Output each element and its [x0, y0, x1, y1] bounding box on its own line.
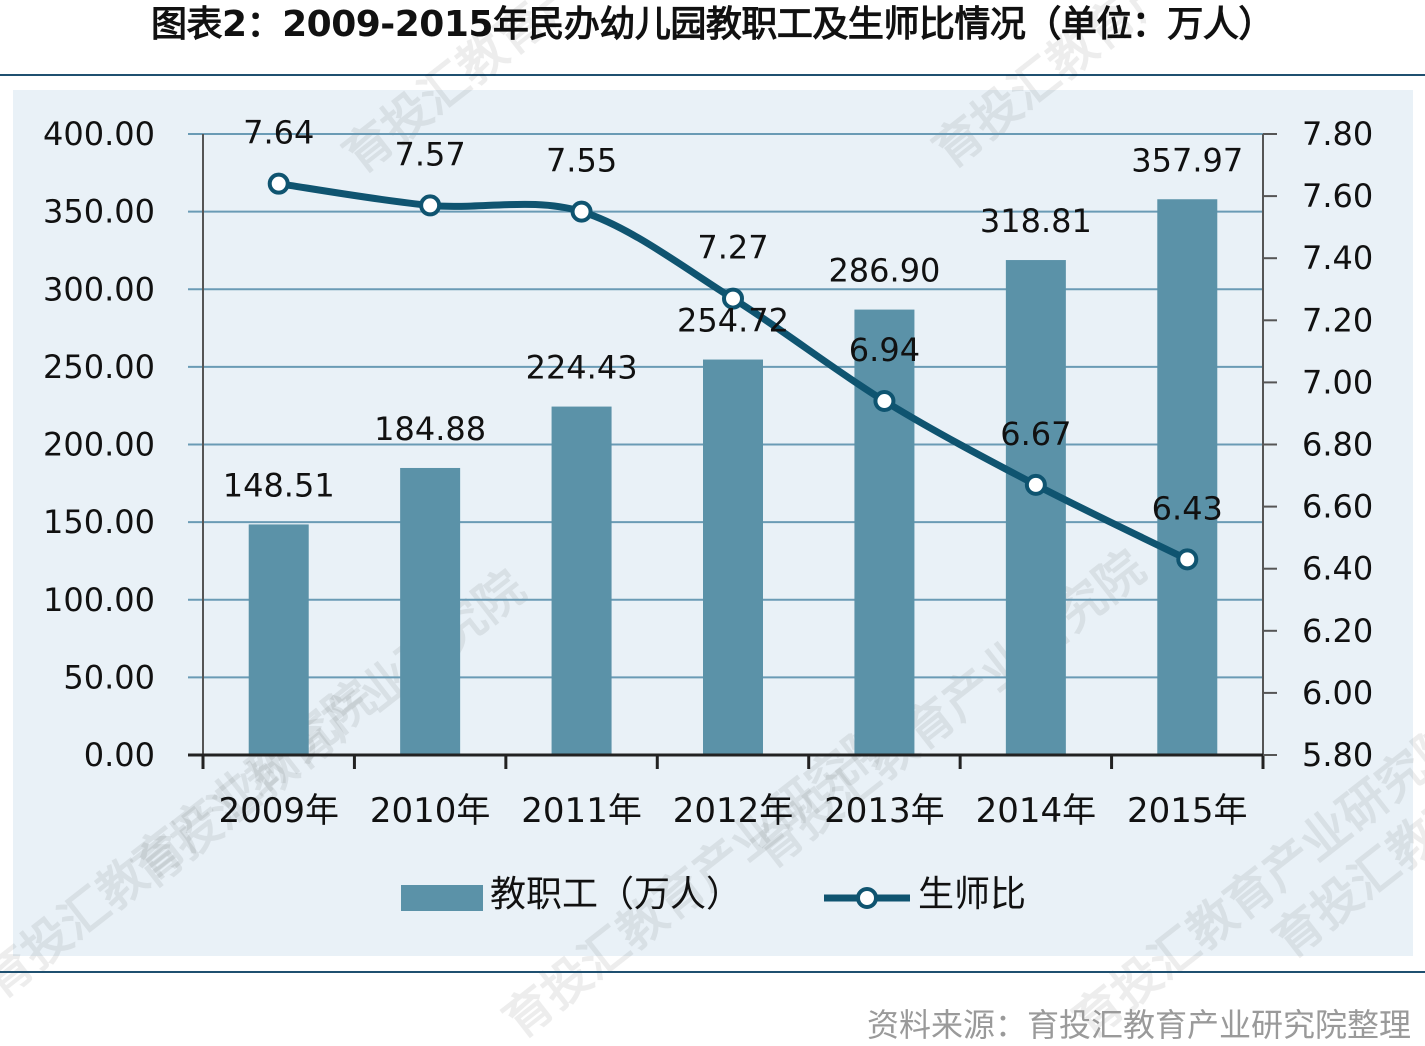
axes: [188, 133, 1277, 769]
left-y-tick-label: 50.00: [63, 658, 155, 696]
left-y-tick-label: 250.00: [43, 348, 155, 386]
source-note: 资料来源：育投汇教育产业研究院整理: [866, 1006, 1411, 1044]
x-tick-label: 2012年: [673, 791, 794, 831]
line-point: [267, 172, 290, 195]
bar: [1005, 260, 1066, 755]
legend-bar-swatch: [401, 885, 483, 911]
left-y-tick-label: 400.00: [43, 115, 155, 153]
line-data-label: 7.64: [243, 114, 314, 152]
bar: [248, 524, 309, 755]
bar-series: [248, 199, 1218, 755]
bar: [400, 467, 461, 755]
legend-bar-label: 教职工（万人）: [490, 874, 742, 915]
bottom-divider: [0, 971, 1425, 973]
x-tick-label: 2011年: [521, 791, 642, 831]
x-axis-ticks: 2009年 2010年 2011年 2012年 2013年 2014年 2015年: [218, 791, 1247, 831]
x-tick-label: 2015年: [1127, 791, 1248, 831]
legend: 教职工（万人） 生师比: [401, 874, 1026, 915]
line-point: [570, 200, 593, 223]
line-data-label: 6.43: [1152, 489, 1223, 527]
left-y-tick-label: 0.00: [84, 736, 155, 774]
line-data-label: 6.67: [1000, 415, 1071, 453]
right-y-tick-label: 7.80: [1302, 115, 1373, 153]
line-point: [722, 287, 744, 310]
right-y-tick-label: 7.40: [1302, 239, 1373, 277]
bar-data-label: 286.90: [828, 252, 940, 290]
data-labels: 148.51 184.88 224.43 254.72 286.90 318.81 357.…: [223, 114, 1244, 528]
right-y-tick-label: 7.00: [1302, 363, 1373, 401]
bar-data-label: 148.51: [223, 466, 335, 504]
right-y-tick-label: 6.40: [1302, 550, 1373, 588]
bar-data-label: 254.72: [677, 302, 789, 340]
bar: [854, 309, 915, 755]
x-tick-label: 2010年: [370, 791, 491, 831]
right-y-axis-ticks: 5.80 6.00 6.20 6.40 6.60 6.80 7.00 7.20 7.40 7.60…: [1302, 115, 1373, 774]
bar-data-label: 184.88: [374, 410, 486, 448]
line-point: [419, 194, 442, 217]
x-tick-label: 2013年: [824, 791, 945, 831]
line-data-label: 6.94: [849, 331, 920, 369]
bar-data-label: 224.43: [526, 349, 638, 387]
right-y-tick-label: 7.20: [1302, 301, 1373, 339]
right-y-tick-label: 6.80: [1302, 426, 1373, 464]
right-y-tick-label: 7.60: [1302, 177, 1373, 215]
line-point: [873, 390, 896, 413]
left-y-tick-label: 150.00: [43, 503, 155, 541]
line-point: [1176, 548, 1199, 571]
x-tick-label: 2014年: [976, 791, 1097, 831]
right-y-tick-label: 6.60: [1302, 488, 1373, 526]
left-y-axis-ticks: 0.00 50.00 100.00 150.00 200.00 250.00 300.00 3…: [43, 115, 155, 774]
top-divider: [0, 74, 1425, 76]
right-y-tick-label: 6.00: [1302, 674, 1373, 712]
page-title: 图表2：2009-2015年民办幼儿园教职工及生师比情况（单位：万人）: [151, 4, 1274, 45]
right-y-tick-label: 6.20: [1302, 612, 1373, 650]
legend-line-label: 生师比: [918, 874, 1026, 915]
legend-line-marker: [856, 887, 878, 909]
right-y-tick-label: 5.80: [1302, 736, 1373, 774]
line-data-label: 7.57: [395, 135, 466, 173]
bar: [1157, 199, 1218, 755]
left-y-tick-label: 350.00: [43, 193, 155, 231]
line-point: [1024, 473, 1047, 496]
line-data-label: 7.27: [697, 229, 768, 267]
left-y-tick-label: 200.00: [43, 426, 155, 464]
line-series: [267, 172, 1199, 571]
bar-data-label: 357.97: [1131, 141, 1243, 179]
bar-data-label: 318.81: [980, 202, 1092, 240]
left-y-tick-label: 300.00: [43, 270, 155, 308]
left-y-tick-label: 100.00: [43, 581, 155, 619]
x-tick-label: 2009年: [218, 791, 339, 831]
line-data-label: 7.55: [546, 142, 617, 180]
bar: [703, 359, 763, 755]
bar: [551, 406, 612, 755]
